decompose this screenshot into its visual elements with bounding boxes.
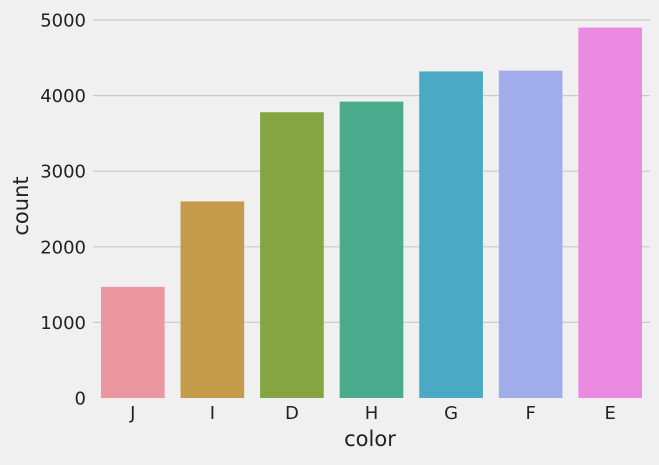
bar-f xyxy=(498,70,563,398)
x-tick-label: E xyxy=(605,403,616,424)
x-tick-label: G xyxy=(444,403,458,424)
bar-g xyxy=(419,71,483,399)
y-tick-label: 3000 xyxy=(40,162,86,183)
y-tick-labels: 0 1000 2000 3000 4000 5000 xyxy=(40,11,86,410)
y-tick-label: 4000 xyxy=(40,86,86,107)
x-tick-label: D xyxy=(285,403,299,424)
y-tick-label: 2000 xyxy=(40,237,86,258)
x-tick-label: J xyxy=(129,403,135,424)
x-tick-label: H xyxy=(365,403,379,424)
x-axis-label: color xyxy=(344,427,396,451)
bar-e xyxy=(578,27,643,399)
y-tick-label: 5000 xyxy=(40,11,86,32)
y-axis-label: count xyxy=(9,176,33,235)
bar-h xyxy=(339,101,404,398)
x-tick-label: F xyxy=(525,403,535,424)
x-tick-label: I xyxy=(210,403,215,424)
bar-d xyxy=(260,112,324,399)
bar-i xyxy=(180,201,245,398)
bar-j xyxy=(100,286,165,398)
y-tick-label: 1000 xyxy=(40,313,86,334)
bars xyxy=(100,27,643,399)
y-tick-label: 0 xyxy=(75,389,86,410)
